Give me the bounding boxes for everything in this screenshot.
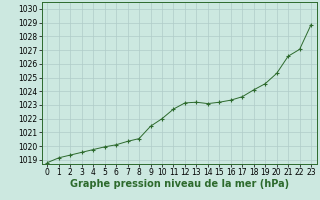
- X-axis label: Graphe pression niveau de la mer (hPa): Graphe pression niveau de la mer (hPa): [70, 179, 289, 189]
